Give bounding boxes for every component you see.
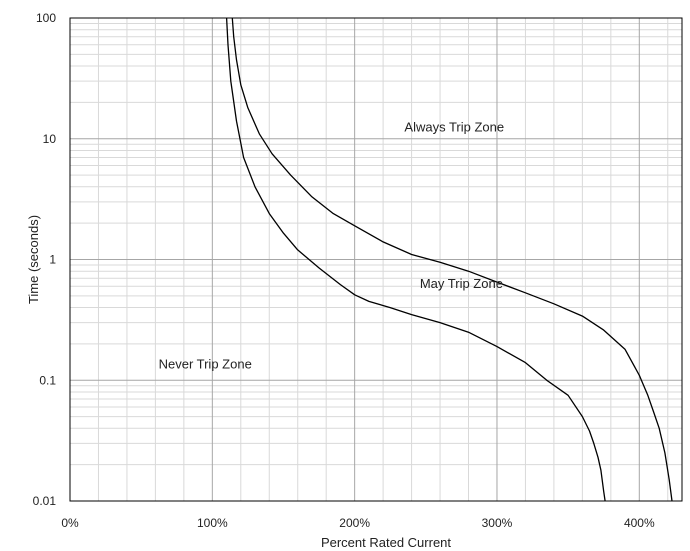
y-tick-label: 1	[49, 253, 56, 267]
annotations: Always Trip Zone May Trip Zone Never Trip …	[159, 119, 505, 371]
trip-curve-1	[225, 17, 606, 502]
y-tick-labels: 100 10 1 0.1 0.01	[33, 11, 57, 508]
y-tick-label: 0.1	[39, 373, 56, 387]
x-tick-label: 400%	[624, 516, 655, 530]
x-tick-label: 100%	[197, 516, 228, 530]
plot-frame	[69, 17, 683, 502]
trip-curve-2	[231, 17, 673, 502]
x-tick-label: 300%	[482, 516, 513, 530]
y-tick-label: 10	[43, 132, 57, 146]
zone-annotation: Always Trip Zone	[404, 119, 504, 134]
x-axis-title: Percent Rated Current	[321, 535, 451, 550]
x-tick-label: 200%	[339, 516, 370, 530]
y-tick-label: 100	[36, 11, 56, 25]
x-tick-label: 0%	[61, 516, 79, 530]
y-axis-title: Time (seconds)	[26, 215, 41, 304]
zone-annotation: Never Trip Zone	[159, 357, 252, 372]
zone-annotation: May Trip Zone	[420, 276, 503, 291]
series-layer	[225, 17, 673, 502]
x-tick-labels: 0% 100% 200% 300% 400%	[61, 516, 655, 530]
y-tick-label: 0.01	[33, 494, 57, 508]
